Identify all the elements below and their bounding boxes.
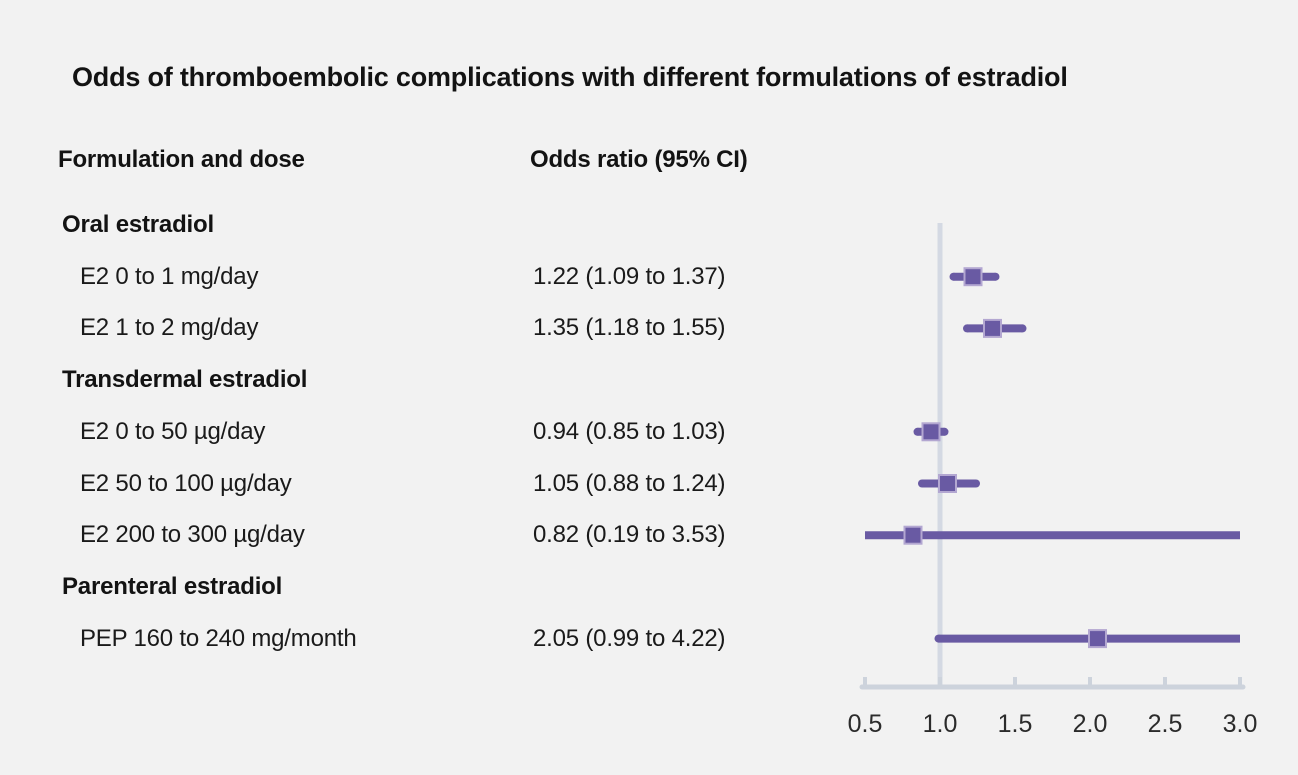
odds-ratio-value: 1.35 (1.18 to 1.55) — [533, 314, 726, 341]
odds-ratio-value: 1.05 (0.88 to 1.24) — [533, 470, 726, 497]
ci-cap — [991, 272, 1000, 281]
x-tick-label: 1.5 — [998, 710, 1033, 738]
row-label: E2 0 to 1 mg/day — [80, 263, 259, 290]
x-tick-label: 2.0 — [1073, 710, 1108, 738]
x-tick-label: 1.0 — [923, 710, 958, 738]
ci-cap — [918, 479, 926, 488]
point-estimate-marker — [903, 525, 923, 545]
ci-cap — [913, 427, 922, 436]
group-label: Oral estradiol — [62, 211, 214, 238]
x-tick-label: 0.5 — [848, 710, 883, 738]
point-estimate-marker — [983, 318, 1002, 338]
point-estimate-marker — [921, 422, 941, 442]
odds-ratio-value: 1.22 (1.09 to 1.37) — [533, 263, 726, 290]
column-header-odds-ratio: Odds ratio (95% CI) — [530, 146, 748, 173]
x-tick-label: 3.0 — [1223, 710, 1258, 738]
x-tick-label: 2.5 — [1148, 710, 1183, 738]
page-title: Odds of thromboembolic complications wit… — [72, 62, 1068, 92]
row-label: E2 200 to 300 µg/day — [80, 521, 305, 548]
point-estimate-marker — [963, 267, 983, 287]
row-label: E2 0 to 50 µg/day — [80, 418, 266, 445]
ci-cap — [972, 479, 980, 488]
ci-cap — [934, 634, 943, 643]
point-estimate-marker — [938, 474, 957, 493]
row-label: E2 1 to 2 mg/day — [80, 314, 259, 341]
point-estimate-marker — [1088, 629, 1107, 649]
ci-cap — [940, 427, 949, 436]
group-label: Transdermal estradiol — [62, 366, 308, 393]
odds-ratio-value: 2.05 (0.99 to 4.22) — [533, 625, 726, 652]
row-label: E2 50 to 100 µg/day — [80, 470, 292, 497]
odds-ratio-value: 0.82 (0.19 to 3.53) — [533, 521, 726, 548]
group-label: Parenteral estradiol — [62, 573, 283, 600]
row-label: PEP 160 to 240 mg/month — [80, 625, 357, 652]
ci-cap — [949, 272, 958, 281]
column-header-formulation: Formulation and dose — [58, 146, 305, 173]
ci-cap — [1018, 324, 1027, 333]
ci-cap — [963, 324, 971, 333]
odds-ratio-value: 0.94 (0.85 to 1.03) — [533, 418, 726, 445]
